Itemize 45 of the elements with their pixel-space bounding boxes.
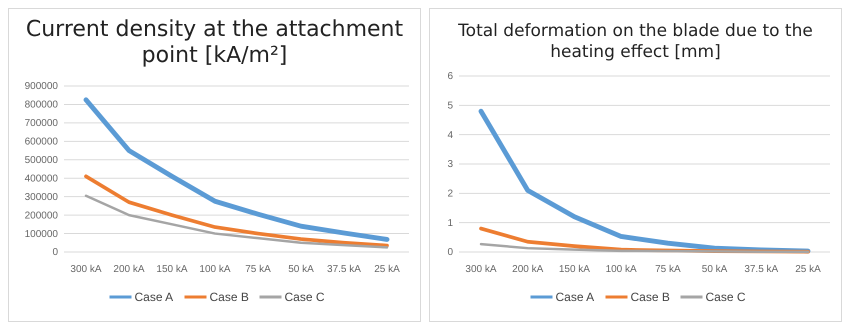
legend-label: Case B (630, 290, 670, 304)
y-tick-label: 900000 (24, 81, 58, 92)
line-series (84, 97, 390, 242)
chart-title: Total deformation on the blade due to the heating effect [mm] (457, 21, 813, 62)
y-tick-label: 100000 (24, 228, 58, 240)
x-tick-label: 25 kA (795, 264, 822, 275)
x-tick-label: 150 kA (156, 264, 188, 275)
y-tick-label: 500000 (24, 154, 58, 166)
line-series (480, 242, 810, 253)
x-tick-label: 25 kA (374, 264, 400, 275)
y-tick-label: 6 (447, 71, 454, 82)
line-series (84, 174, 389, 248)
y-tick-label: 0 (52, 247, 58, 258)
x-tick-label: 150 kA (558, 264, 590, 275)
y-tick-label: 200000 (24, 210, 58, 222)
y-tick-label: 1 (447, 218, 454, 229)
x-tick-label: 75 kA (655, 264, 681, 275)
line-series (84, 194, 388, 249)
y-tick-label: 3 (447, 159, 454, 170)
x-tick-label: 37.5 kA (327, 264, 362, 275)
legend-label: Case B (210, 290, 249, 304)
y-tick-label: 0 (447, 247, 454, 258)
x-tick-label: 75 kA (245, 264, 272, 275)
legend-label: Case A (134, 290, 174, 304)
legend-label: Case C (284, 290, 325, 304)
x-tick-label: 37.5 kA (744, 264, 779, 275)
legend-label: Case C (706, 290, 746, 304)
y-tick-label: 4 (447, 130, 454, 141)
x-tick-label: 200 kA (512, 264, 544, 275)
x-tick-label: 100 kA (199, 264, 231, 275)
y-tick-label: 800000 (24, 100, 58, 111)
chart-title: Current density at the attachment point [kA/m²] (26, 17, 404, 68)
legend-label: Case A (556, 290, 594, 304)
x-tick-label: 300 kA (465, 264, 497, 275)
x-tick-label: 200 kA (113, 264, 145, 275)
y-tick-label: 600000 (24, 136, 58, 148)
x-tick-label: 100 kA (606, 264, 638, 275)
x-tick-label: 300 kA (70, 264, 102, 275)
x-tick-label: 50 kA (702, 264, 728, 275)
y-tick-label: 300000 (24, 192, 58, 203)
x-tick-label: 50 kA (288, 264, 314, 275)
y-tick-label: 700000 (24, 118, 58, 130)
y-tick-label: 5 (447, 100, 454, 112)
y-tick-label: 400000 (24, 173, 58, 184)
y-tick-label: 2 (447, 188, 454, 200)
